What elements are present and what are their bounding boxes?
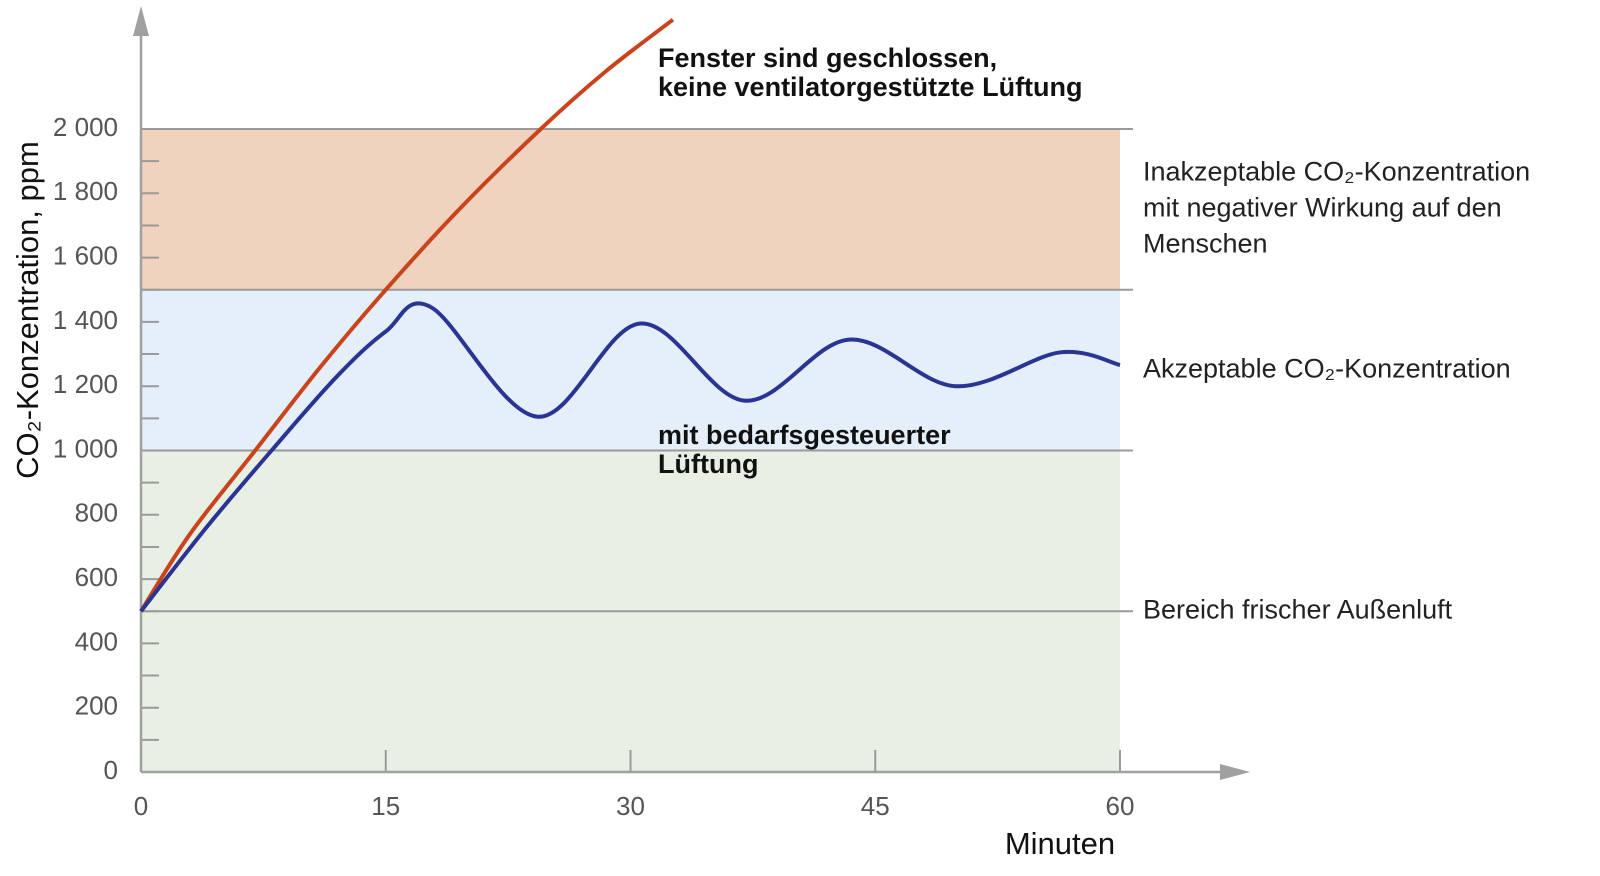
series-line bbox=[139, 18, 675, 613]
y-tick-label: 2 000 bbox=[53, 112, 118, 142]
y-tick-label: 400 bbox=[75, 626, 118, 656]
x-axis-arrow bbox=[1220, 764, 1250, 780]
y-tick-label: 1 000 bbox=[53, 433, 118, 463]
zone-label: Akzeptable CO₂-Konzentration bbox=[1143, 353, 1511, 383]
x-tick-label: 0 bbox=[134, 791, 148, 821]
y-axis-label: CO₂-Konzentration, ppm bbox=[10, 141, 45, 479]
series-annotation: mit bedarfsgesteuerter bbox=[658, 420, 951, 450]
x-tick-label: 45 bbox=[861, 791, 890, 821]
series-annotation: Fenster sind geschlossen, bbox=[658, 43, 997, 73]
series-line bbox=[139, 301, 1121, 613]
y-tick-label: 200 bbox=[75, 691, 118, 721]
zone bbox=[141, 129, 1120, 290]
zone-label: Menschen bbox=[1143, 229, 1268, 259]
reference-label: Bereich frischer Außenluft bbox=[1143, 594, 1453, 624]
y-tick-label: 600 bbox=[75, 562, 118, 592]
zone bbox=[141, 289, 1120, 451]
y-axis-arrow bbox=[133, 6, 149, 36]
x-axis-label: Minuten bbox=[1005, 826, 1115, 861]
y-tick-label: 1 600 bbox=[53, 240, 118, 270]
y-tick-label: 1 200 bbox=[53, 369, 118, 399]
y-tick-label: 800 bbox=[75, 498, 118, 528]
y-tick-label: 0 bbox=[104, 755, 118, 785]
series-annotation: Lüftung bbox=[658, 449, 758, 479]
x-tick-label: 60 bbox=[1106, 791, 1135, 821]
y-tick-label: 1 400 bbox=[53, 305, 118, 335]
x-tick-label: 15 bbox=[371, 791, 400, 821]
zone-label: Inakzeptable CO₂-Konzentration bbox=[1143, 157, 1530, 187]
zone-label: mit negativer Wirkung auf den bbox=[1143, 193, 1502, 223]
x-tick-label: 30 bbox=[616, 791, 645, 821]
y-tick-label: 1 800 bbox=[53, 176, 118, 206]
series-annotation: keine ventilatorgestützte Lüftung bbox=[658, 72, 1083, 102]
